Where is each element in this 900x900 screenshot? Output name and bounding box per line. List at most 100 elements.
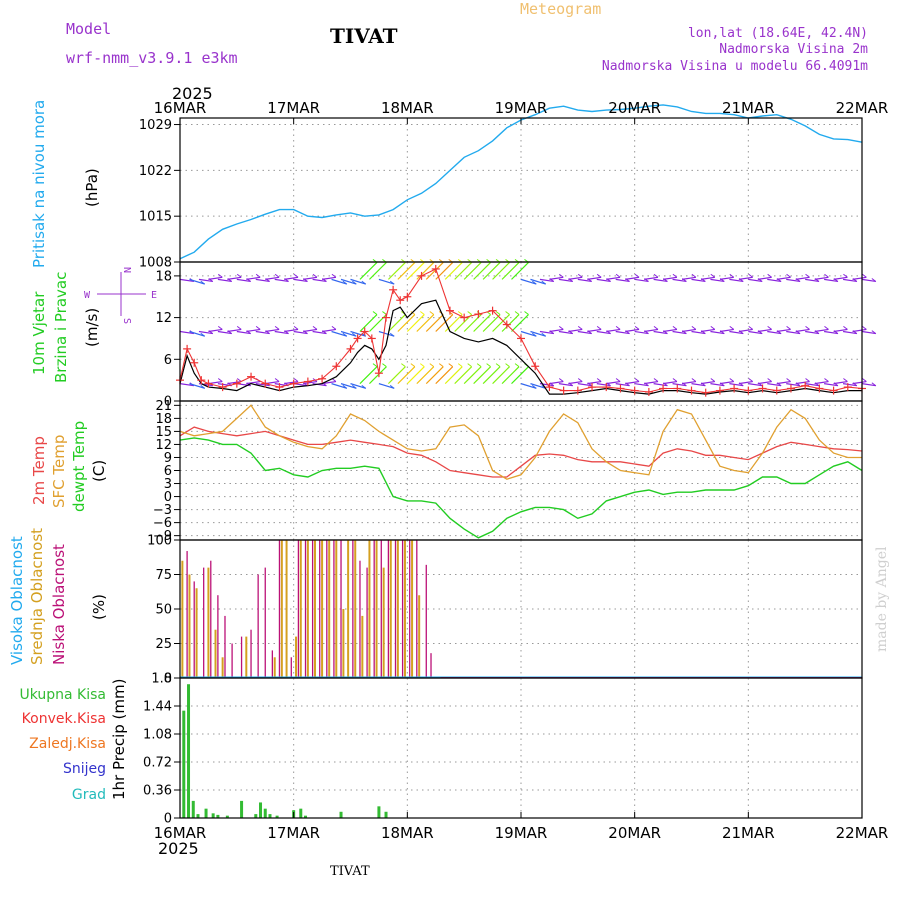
precip-bar	[182, 711, 185, 818]
wind-barb	[483, 315, 500, 332]
wind-barb-head	[843, 326, 847, 329]
wind-barb-head	[597, 326, 601, 329]
wind-barb	[796, 329, 810, 331]
wind-barb-head	[692, 379, 696, 382]
wind-barb-head	[616, 274, 620, 277]
wind-barb-head	[824, 326, 828, 329]
x-top-tick-label: 22MAR	[836, 99, 889, 117]
wind-barb-head	[313, 274, 317, 277]
wind-barb-head	[256, 274, 260, 277]
wind-barb	[246, 382, 260, 384]
wind-barb-head	[506, 364, 510, 367]
x-top-tick-label: 18MAR	[381, 99, 434, 117]
temp-ytick-label: −3	[153, 503, 172, 518]
wind-barb	[815, 382, 829, 384]
wind-barb	[853, 382, 867, 384]
wind-barb-head	[468, 312, 472, 315]
wind-barb-head	[749, 379, 753, 382]
precip-frame	[180, 678, 862, 818]
wind-barb	[208, 329, 222, 331]
wind-barb	[644, 329, 658, 331]
wind-barb	[445, 367, 462, 384]
wind-barb-head	[313, 326, 317, 329]
wind-barb	[265, 277, 279, 279]
wind-barb	[398, 367, 415, 384]
compass-w: W	[84, 290, 91, 301]
wind-barb-head	[824, 379, 828, 382]
x-top-tick-label: 17MAR	[267, 99, 320, 117]
wind-barb	[483, 367, 500, 384]
wind-barb	[625, 329, 639, 331]
cloud-ylabel-3: Niska Oblacnost	[50, 544, 68, 665]
wind-barb-head	[843, 379, 847, 382]
wind-barb-head	[458, 312, 462, 315]
wind-barb	[682, 329, 696, 331]
wind-ylabel-1: 10m Vjetar	[30, 291, 48, 375]
model-elevation-label: Nadmorska Visina u modelu 66.4091m	[602, 59, 868, 74]
station-title: TIVAT	[330, 24, 398, 48]
x-bottom-tick-label: 16MAR	[154, 824, 207, 842]
temp-ytick-label: −6	[153, 516, 172, 531]
meteogram-label: Meteogram	[520, 0, 601, 18]
wind-barb	[663, 277, 677, 279]
wind-barb	[568, 277, 582, 279]
wind-barb-head	[275, 274, 279, 277]
wind-barb-head	[635, 274, 639, 277]
wind-barb	[739, 382, 753, 384]
wind-barb-head	[597, 274, 601, 277]
temp-ytick-label: 21	[155, 399, 172, 414]
wind-barb	[815, 329, 829, 331]
x-bottom-tick-label: 18MAR	[381, 824, 434, 842]
wind-barb-head	[768, 326, 772, 329]
temp-ytick-label: 0	[164, 490, 172, 505]
x-top-tick-label: 16MAR	[154, 99, 207, 117]
wind-barb	[502, 367, 519, 384]
wind-barb-head	[477, 364, 481, 367]
wind-barb	[246, 277, 260, 279]
wind-barb	[512, 262, 529, 279]
wind-barb	[322, 329, 336, 331]
wind-barb	[284, 277, 298, 279]
wind-barb-head	[711, 379, 715, 382]
wind-barb	[853, 277, 867, 279]
wind-barb	[758, 382, 772, 384]
wind-barb	[265, 329, 279, 331]
wind-barb	[739, 329, 753, 331]
wind-barb	[398, 262, 415, 279]
wind-barb-head	[787, 379, 791, 382]
wind-barb-head	[654, 326, 658, 329]
temp-ytick-label: 6	[164, 464, 172, 479]
wind-ylabel-2: Brzina i Pravac	[52, 272, 70, 383]
wind-barb	[739, 277, 753, 279]
x-top-tick-label: 19MAR	[495, 99, 548, 117]
wind-barb	[625, 277, 639, 279]
wind-barb-head	[515, 312, 519, 315]
wind-barb-head	[559, 379, 563, 382]
wind-ytick-label: 12	[155, 311, 172, 326]
pressure-ytick-label: 1022	[139, 164, 172, 179]
wind-barb-head	[862, 274, 866, 277]
wind-barb	[834, 382, 848, 384]
precip-legend-total: Ukupna Kisa	[19, 687, 106, 703]
wind-barb	[587, 382, 601, 384]
footer-station: TIVAT	[330, 864, 370, 879]
precip-bar	[205, 809, 208, 818]
wind-barb	[426, 262, 443, 279]
wind-barb	[360, 262, 377, 279]
x-top-tick-label: 20MAR	[608, 99, 661, 117]
wind-barb	[407, 367, 424, 384]
credit-text: made by Angel	[874, 546, 890, 652]
wind-barb-head	[256, 326, 260, 329]
wind-barb-head	[730, 326, 734, 329]
wind-barb-head	[468, 364, 472, 367]
clouds-panel: 0255075100 Visoka Oblacnost Srednja Obla…	[8, 528, 862, 687]
wind-barb-head	[673, 379, 677, 382]
wind-barb	[303, 277, 317, 279]
precip-bar	[340, 812, 343, 818]
precip-unit: 1hr Precip (mm)	[110, 679, 128, 800]
wind-barb-head	[237, 379, 241, 382]
wind-unit: (m/s)	[83, 308, 101, 347]
wind-barb-head	[597, 379, 601, 382]
lonlat-label: lon,lat (18.64E, 42.4N)	[688, 26, 868, 41]
